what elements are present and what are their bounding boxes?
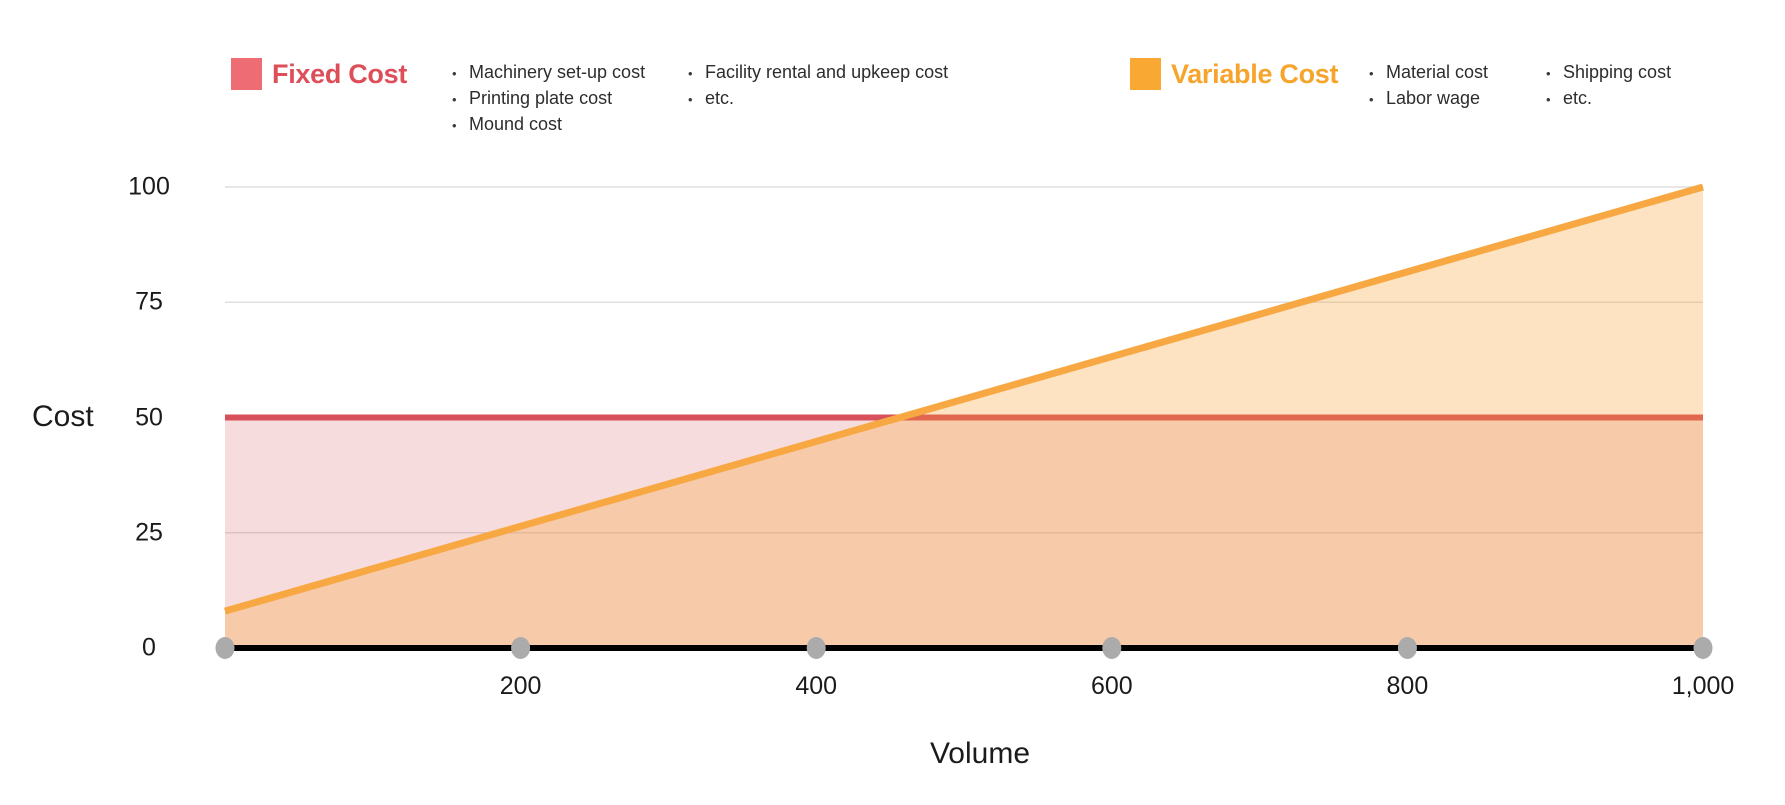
bullet-icon: • — [688, 92, 693, 107]
bullet-icon: • — [688, 66, 693, 81]
x-tick-label-200: 200 — [499, 672, 542, 700]
variable-cost-line — [224, 183, 1704, 615]
variable-cost-swatch-icon — [1130, 58, 1161, 90]
bullet-icon: • — [452, 66, 457, 81]
variable-cost-area — [225, 187, 1703, 648]
bullet-icon: • — [1546, 66, 1551, 81]
bullet-icon: • — [452, 118, 457, 133]
fixed-cost-legend-title: Fixed Cost — [272, 59, 408, 89]
legend-bullet-item: • Shipping cost — [1546, 60, 1671, 86]
y-tick-label-75: 75 — [135, 287, 163, 316]
axis-dot-200 — [511, 637, 531, 659]
legend-bullet-text: Facility rental and upkeep cost — [705, 62, 949, 82]
legend-bullet-text: etc. — [705, 88, 735, 108]
bullet-icon: • — [1546, 92, 1551, 107]
x-tick-label-600: 600 — [1090, 672, 1133, 700]
legend-bullet-text: Material cost — [1386, 62, 1489, 82]
bullet-icon: • — [1369, 92, 1374, 107]
axis-dot-0 — [215, 637, 235, 659]
x-tick-label-1,000: 1,000 — [1671, 672, 1735, 700]
y-tick-label-100: 100 — [128, 172, 170, 201]
legend-bullet-text: Printing plate cost — [469, 88, 613, 108]
legend-bullet-item: • Printing plate cost — [452, 86, 645, 112]
legend-bullet-text: Labor wage — [1386, 88, 1481, 108]
axis-dot-1000 — [1693, 637, 1713, 659]
fixed-cost-items-col1: • Machinery set-up cost • Printing plate co… — [452, 60, 645, 138]
variable-cost-items-col1: • Material cost • Labor wage — [1369, 60, 1488, 112]
legend-bullet-item: • Machinery set-up cost — [452, 60, 645, 86]
x-tick-label-400: 400 — [795, 672, 838, 700]
axis-dot-600 — [1102, 637, 1122, 659]
legend-bullet-text: etc. — [1563, 88, 1593, 108]
legend-bullet-item: • Material cost — [1369, 60, 1488, 86]
variable-cost-items-col2: • Shipping cost • etc. — [1546, 60, 1671, 112]
fixed-cost-area — [225, 417, 1703, 648]
bullet-icon: • — [452, 92, 457, 107]
y-tick-label-50: 50 — [135, 403, 163, 431]
bullet-icon: • — [1369, 66, 1374, 81]
legend-bullet-item: • Mound cost — [452, 112, 645, 138]
legend-bullet-text: Mound cost — [469, 114, 563, 134]
y-tick-label-0: 0 — [142, 633, 156, 662]
axis-dot-800 — [1397, 637, 1417, 659]
fixed-cost-swatch-icon — [231, 58, 262, 90]
fixed-cost-items-col2: • Facility rental and upkeep cost • etc. — [688, 60, 948, 112]
y-axis-title: Cost — [32, 400, 94, 433]
x-axis-title: Volume — [929, 737, 1031, 770]
legend-bullet-item: • etc. — [688, 86, 948, 112]
x-tick-label-800: 800 — [1386, 672, 1429, 700]
legend-bullet-item: • etc. — [1546, 86, 1671, 112]
variable-cost-legend-title: Variable Cost — [1171, 59, 1339, 89]
legend-bullet-item: • Labor wage — [1369, 86, 1488, 112]
legend-bullet-text: Machinery set-up cost — [469, 62, 646, 82]
legend-bullet-item: • Facility rental and upkeep cost — [688, 60, 948, 86]
axis-dot-400 — [806, 637, 826, 659]
y-tick-label-25: 25 — [135, 518, 163, 547]
legend-bullet-text: Shipping cost — [1563, 62, 1672, 82]
